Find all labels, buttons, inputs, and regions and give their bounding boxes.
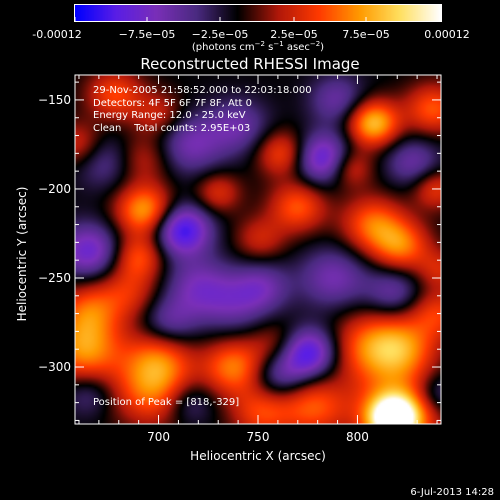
colorbar-ticks [74, 17, 441, 21]
colorbar-tick-label: 0.00012 [424, 28, 470, 41]
colorbar-tick-label: 2.5e−05 [270, 28, 317, 41]
colorbar-tick-label: −7.5e−05 [119, 28, 176, 41]
info-clean-counts: Clean Total counts: 2.95E+03 [93, 122, 251, 134]
colorbar-tick-label: -0.00012 [32, 28, 81, 41]
peak-position-label: Position of Peak = [818,-329] [93, 397, 240, 408]
x-axis-label: Heliocentric X (arcsec) [190, 449, 326, 463]
info-detectors: Detectors: 4F 5F 6F 7F 8F, Att 0 [93, 97, 253, 109]
chart-title: Reconstructed RHESSI Image [140, 55, 359, 73]
colorbar [75, 5, 441, 21]
footer-date: 6-Jul-2013 14:28 [410, 487, 494, 498]
colorbar-frame [74, 4, 442, 22]
colorbar-tick-label: −2.5e−05 [192, 28, 249, 41]
info-block: 29-Nov-2005 21:58:52.000 to 22:03:18.000… [93, 85, 312, 135]
info-time-range: 29-Nov-2005 21:58:52.000 to 22:03:18.000 [93, 85, 312, 96]
info-energy-range: Energy Range: 12.0 - 25.0 keV [93, 110, 246, 121]
y-axis-label: Heliocentric Y (arcsec) [15, 187, 29, 322]
colorbar-unit-label: (photons cm−2 s−1 asec−2) [192, 40, 324, 53]
colorbar-tick-label: 7.5e−05 [342, 28, 389, 41]
